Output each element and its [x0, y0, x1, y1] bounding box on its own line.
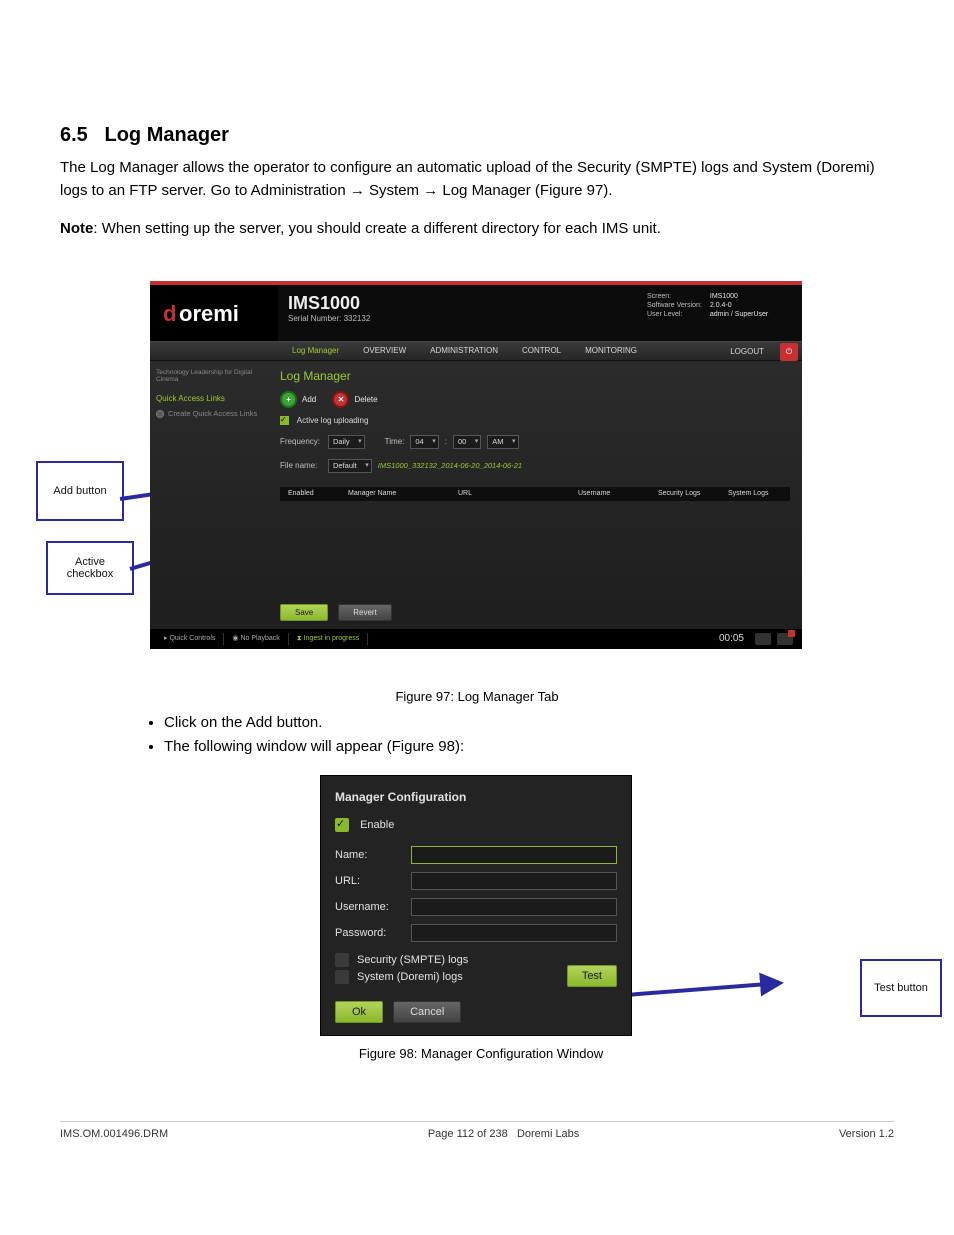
filename-select[interactable]: Default: [328, 459, 372, 473]
revert-button[interactable]: Revert: [338, 604, 392, 621]
screenshot-log-manager: d oremi IMS1000 Serial Number: 332132 Sc…: [150, 281, 802, 649]
tab-control[interactable]: CONTROL: [510, 346, 573, 355]
section-number: 6.5: [60, 124, 88, 146]
time-label: Time:: [385, 437, 405, 446]
figure-97-caption: Figure 97: Log Manager Tab: [60, 689, 894, 704]
note-text: When setting up the server, you should c…: [102, 220, 661, 237]
cancel-button[interactable]: Cancel: [393, 1001, 461, 1023]
footer-no-playback: ◉ No Playback: [224, 633, 288, 645]
figure-98-caption: Figure 98: Manager Configuration Window: [100, 1046, 862, 1061]
minute-select[interactable]: 00: [453, 435, 481, 449]
tab-log-manager[interactable]: Log Manager: [280, 346, 351, 355]
callout-arrow-test: [620, 965, 790, 1005]
svg-text:d: d: [163, 301, 176, 326]
ampm-select[interactable]: AM: [487, 435, 518, 449]
active-label: Active log uploading: [297, 416, 369, 425]
callout-add: Add button: [36, 461, 124, 521]
frequency-select[interactable]: Daily: [328, 435, 365, 449]
footer-quick-controls[interactable]: ▸ Quick Controls: [156, 633, 224, 645]
password-label: Password:: [335, 927, 411, 939]
frequency-label: Frequency:: [280, 437, 322, 446]
tagline: Technology Leadership for Digital Cinema: [156, 369, 262, 385]
footer-ingest: ⧗ Ingest in progress: [289, 633, 369, 645]
url-label: URL:: [335, 875, 411, 887]
note-label: Note: [60, 220, 93, 237]
name-field[interactable]: [411, 846, 617, 864]
security-logs-checkbox[interactable]: [335, 953, 349, 967]
intro-paragraph: The Log Manager allows the operator to c…: [60, 157, 894, 202]
dialog-title: Manager Configuration: [335, 790, 617, 804]
link-icon: [156, 410, 164, 418]
page-title: Log Manager: [280, 369, 790, 383]
active-checkbox[interactable]: [280, 416, 289, 425]
tab-monitoring[interactable]: MONITORING: [573, 346, 649, 355]
logout-link[interactable]: LOGOUT: [730, 342, 764, 362]
enable-label: Enable: [360, 818, 394, 830]
footer-time: 00:05: [719, 633, 752, 644]
create-quick-access-link[interactable]: Create Quick Access Links: [156, 409, 262, 418]
flag-icon[interactable]: [777, 633, 793, 645]
tab-overview[interactable]: OVERVIEW: [351, 346, 418, 355]
system-logs-checkbox[interactable]: [335, 970, 349, 984]
add-button[interactable]: + Add: [280, 391, 316, 408]
bullet-1: Click on the Add button.: [164, 712, 894, 735]
filename-label: File name:: [280, 461, 322, 470]
enable-checkbox[interactable]: [335, 818, 349, 832]
system-logs-label: System (Doremi) logs: [357, 970, 463, 982]
section-title: Log Manager: [104, 124, 228, 146]
quick-access-title: Quick Access Links: [156, 394, 262, 403]
tab-administration[interactable]: ADMINISTRATION: [418, 346, 510, 355]
password-field[interactable]: [411, 924, 617, 942]
ok-button[interactable]: Ok: [335, 1001, 383, 1023]
brand-logo: d oremi: [150, 285, 278, 341]
username-label: Username:: [335, 901, 411, 913]
callout-active: Active checkbox: [46, 541, 134, 595]
product-name: IMS1000: [288, 293, 632, 314]
bullet-2: The following window will appear (Figure…: [164, 736, 894, 759]
url-field[interactable]: [411, 872, 617, 890]
serial-number: Serial Number: 332132: [288, 314, 632, 323]
svg-text:oremi: oremi: [179, 301, 239, 326]
save-button[interactable]: Save: [280, 604, 328, 621]
table-header: Enabled Manager Name URL Username Securi…: [280, 487, 790, 501]
delete-button[interactable]: ✕ Delete: [332, 391, 377, 408]
user-icon[interactable]: [755, 633, 771, 645]
plus-icon: +: [280, 391, 297, 408]
callout-test: Test button: [860, 959, 942, 1017]
screenshot-manager-config: Manager Configuration Enable Name: URL: …: [320, 775, 632, 1036]
page-footer: IMS.OM.001496.DRM Page 112 of 238 Doremi…: [60, 1121, 894, 1140]
power-icon[interactable]: ⏻: [780, 343, 798, 361]
name-label: Name:: [335, 849, 411, 861]
hour-select[interactable]: 04: [410, 435, 438, 449]
x-icon: ✕: [332, 391, 349, 408]
header-meta: Screen:IMS1000 Software Version:2.0.4-0 …: [642, 285, 802, 320]
filename-example: IMS1000_332132_2014-06-20_2014-06-21: [378, 461, 522, 470]
test-button[interactable]: Test: [567, 965, 617, 987]
username-field[interactable]: [411, 898, 617, 916]
security-logs-label: Security (SMPTE) logs: [357, 953, 468, 965]
